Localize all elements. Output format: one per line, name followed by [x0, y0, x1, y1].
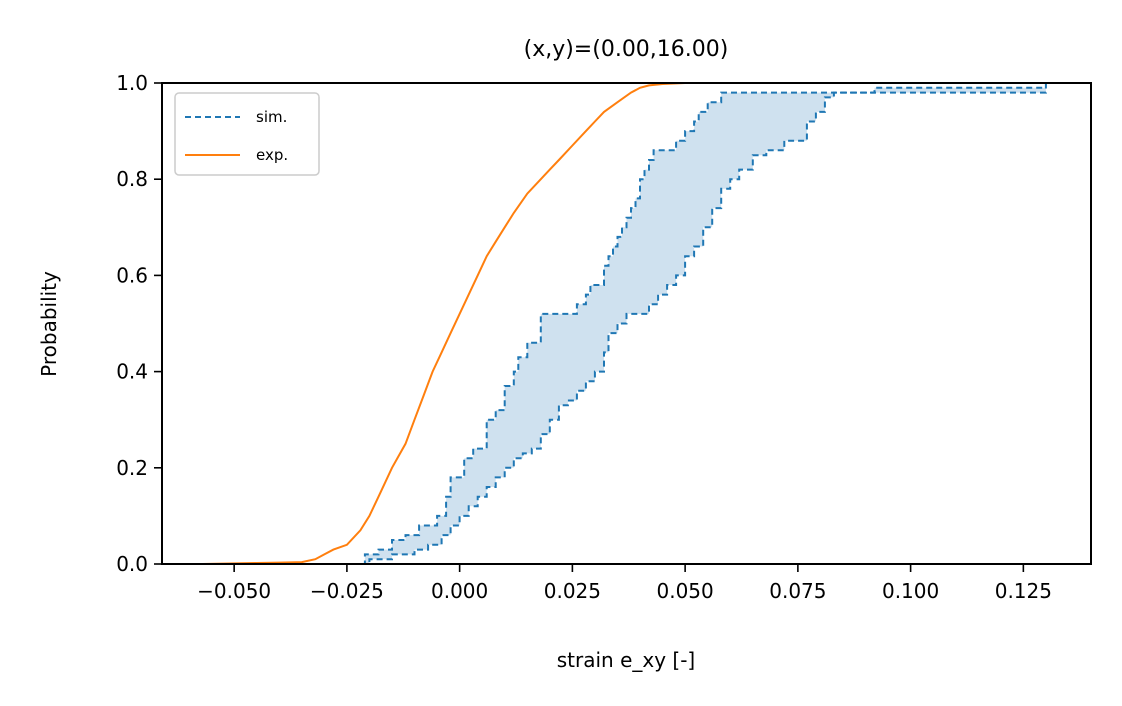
legend-box — [174, 92, 320, 176]
x-tick-label: 0.000 — [431, 579, 488, 603]
legend-label-sim: sim. — [256, 108, 287, 126]
sim-lower-line — [351, 83, 1047, 565]
x-tick-label: −0.050 — [197, 579, 271, 603]
x-axis: −0.050 −0.025 0.000 0.025 0.050 0.075 0.100 0.1… — [197, 564, 1052, 603]
sim-band-fill — [342, 83, 1046, 564]
chart-title: (x,y)=(0.00,16.00) — [524, 37, 729, 62]
x-tick-label: −0.025 — [310, 579, 384, 603]
y-tick-label: 0.0 — [116, 552, 148, 576]
y-tick-label: 0.8 — [116, 167, 148, 191]
y-axis-label: Probability — [37, 271, 61, 377]
y-axis: 0.0 0.2 0.4 0.6 0.8 1.0 — [116, 71, 162, 576]
sim-upper-line — [342, 86, 1046, 565]
y-tick-label: 0.2 — [116, 456, 148, 480]
x-tick-label: 0.075 — [769, 579, 826, 603]
exp-line — [202, 82, 686, 565]
y-tick-label: 1.0 — [116, 71, 148, 95]
x-tick-label: 0.050 — [656, 579, 713, 603]
y-tick-label: 0.6 — [116, 263, 148, 287]
series-lines — [202, 82, 1047, 565]
sim-confidence-band — [342, 83, 1046, 564]
x-tick-label: 0.025 — [544, 579, 601, 603]
legend: sim. exp. — [174, 92, 320, 176]
x-tick-label: 0.125 — [995, 579, 1052, 603]
x-axis-label: strain e_xy [-] — [557, 648, 696, 672]
plot-frame — [161, 82, 1092, 565]
legend-label-exp: exp. — [256, 146, 288, 164]
y-tick-label: 0.4 — [116, 360, 148, 384]
x-tick-label: 0.100 — [882, 579, 939, 603]
